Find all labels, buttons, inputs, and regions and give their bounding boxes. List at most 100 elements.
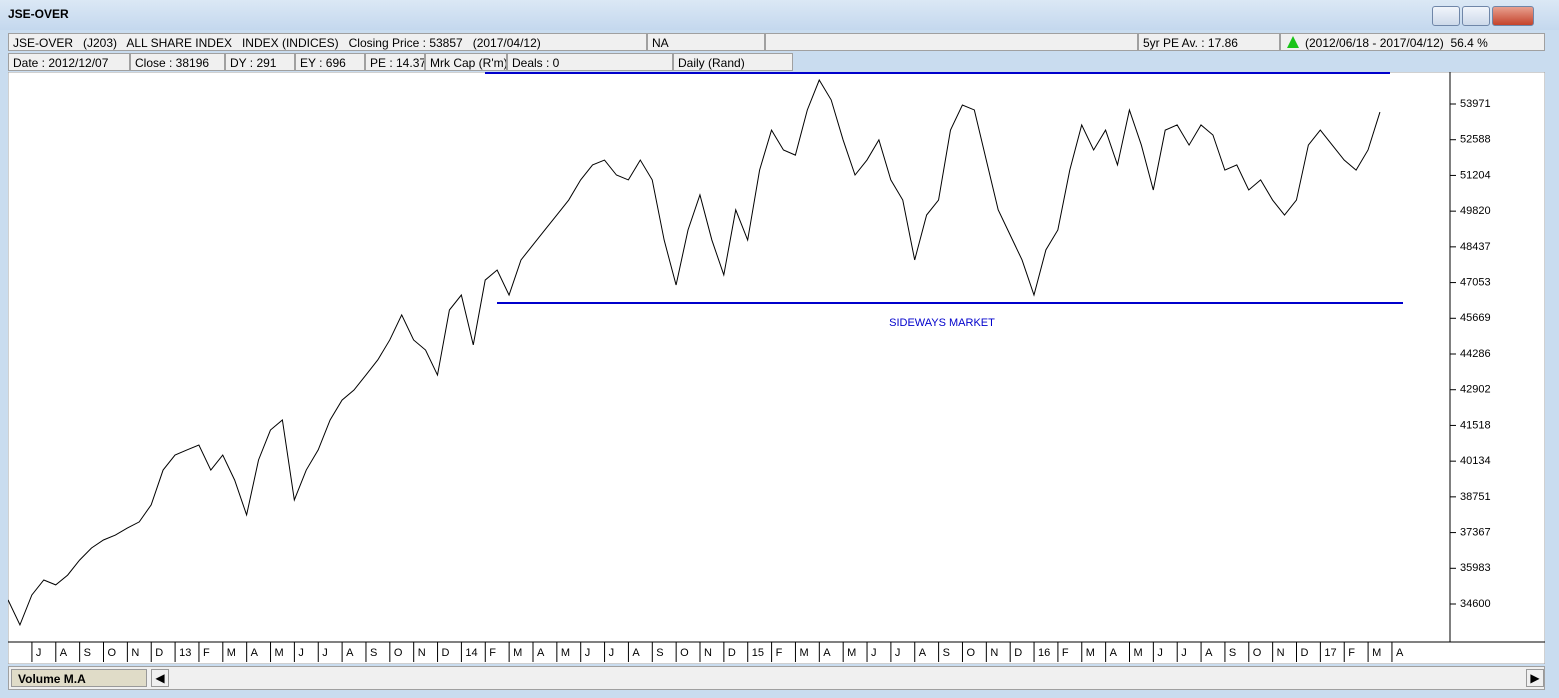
x-tick-label: M bbox=[1086, 647, 1095, 659]
info-cell: Daily (Rand) bbox=[673, 53, 793, 71]
y-tick-label: 42902 bbox=[1460, 384, 1491, 396]
x-tick-label: J bbox=[871, 647, 877, 659]
x-tick-label: J bbox=[585, 647, 591, 659]
x-tick-label: S bbox=[656, 647, 663, 659]
x-tick-label: M bbox=[275, 647, 284, 659]
x-tick-label: D bbox=[442, 647, 450, 659]
y-tick-label: 37367 bbox=[1460, 526, 1491, 538]
maximize-button[interactable] bbox=[1462, 6, 1490, 26]
y-tick-label: 53971 bbox=[1460, 98, 1491, 110]
y-tick-label: 34600 bbox=[1460, 598, 1491, 610]
chart-background bbox=[8, 72, 1545, 664]
y-tick-label: 47053 bbox=[1460, 276, 1491, 288]
chart: 34600 35983 37367 38751 40134 41518 42902 44286… bbox=[8, 72, 1545, 664]
x-tick-label: 16 bbox=[1038, 647, 1050, 659]
x-tick-label: A bbox=[1205, 647, 1213, 659]
x-tick-label: M bbox=[1133, 647, 1142, 659]
x-tick-label: M bbox=[513, 647, 522, 659]
up-arrow-icon bbox=[1287, 36, 1299, 48]
scroll-right[interactable]: ▶ bbox=[1526, 669, 1544, 687]
x-tick-label: O bbox=[966, 647, 975, 659]
x-tick-label: D bbox=[1301, 647, 1309, 659]
x-tick-label: S bbox=[84, 647, 91, 659]
x-tick-label: D bbox=[728, 647, 736, 659]
info-cell: (2012/06/18 - 2017/04/12) 56.4 % bbox=[1280, 33, 1545, 51]
y-tick-label: 41518 bbox=[1460, 419, 1491, 431]
x-tick-label: A bbox=[537, 647, 545, 659]
x-tick-label: M bbox=[227, 647, 236, 659]
x-tick-label: N bbox=[1277, 647, 1285, 659]
minimize-button[interactable] bbox=[1432, 6, 1460, 26]
y-tick-label: 45669 bbox=[1460, 312, 1491, 324]
info-cell: NA bbox=[647, 33, 765, 51]
volume-tab[interactable]: Volume M.A bbox=[11, 669, 147, 687]
info-cell: EY : 696 bbox=[295, 53, 365, 71]
x-tick-label: A bbox=[1110, 647, 1118, 659]
info-cell: Close : 38196 bbox=[130, 53, 225, 71]
empty-cell bbox=[765, 33, 1138, 51]
y-tick-label: 52588 bbox=[1460, 134, 1491, 146]
x-tick-label: 17 bbox=[1324, 647, 1336, 659]
y-tick-label: 40134 bbox=[1460, 455, 1491, 467]
x-tick-label: N bbox=[418, 647, 426, 659]
x-tick-label: M bbox=[1372, 647, 1381, 659]
x-tick-label: F bbox=[1062, 647, 1069, 659]
info-cell: Date : 2012/12/07 bbox=[8, 53, 130, 71]
title-bar: JSE-OVER bbox=[0, 0, 1559, 30]
x-tick-label: A bbox=[632, 647, 640, 659]
x-tick-label: S bbox=[370, 647, 377, 659]
x-tick-label: D bbox=[155, 647, 163, 659]
x-tick-label: S bbox=[943, 647, 950, 659]
x-tick-label: F bbox=[1348, 647, 1355, 659]
x-tick-label: O bbox=[394, 647, 403, 659]
x-tick-label: A bbox=[251, 647, 259, 659]
x-tick-label: J bbox=[895, 647, 901, 659]
y-tick-label: 49820 bbox=[1460, 205, 1491, 217]
x-tick-label: A bbox=[1396, 647, 1404, 659]
x-tick-label: A bbox=[346, 647, 354, 659]
x-tick-label: A bbox=[919, 647, 927, 659]
info-cell: Deals : 0 bbox=[507, 53, 673, 71]
x-tick-label: M bbox=[847, 647, 856, 659]
scroll-left[interactable]: ◀ bbox=[151, 669, 169, 687]
x-tick-label: J bbox=[322, 647, 328, 659]
x-tick-label: J bbox=[298, 647, 304, 659]
x-tick-label: 13 bbox=[179, 647, 191, 659]
x-tick-label: M bbox=[561, 647, 570, 659]
x-tick-label: J bbox=[1157, 647, 1163, 659]
x-tick-label: S bbox=[1229, 647, 1236, 659]
x-tick-label: N bbox=[990, 647, 998, 659]
x-tick-label: J bbox=[1181, 647, 1187, 659]
y-tick-label: 38751 bbox=[1460, 491, 1491, 503]
y-tick-label: 48437 bbox=[1460, 241, 1491, 253]
price-line bbox=[8, 78, 1381, 627]
y-tick-label: 35983 bbox=[1460, 562, 1491, 574]
info-cell: 5yr PE Av. : 17.86 bbox=[1138, 33, 1280, 51]
y-tick-label: 44286 bbox=[1460, 348, 1491, 360]
x-tick-label: O bbox=[108, 647, 117, 659]
info-cell: Mrk Cap (R'm) : 7369012 bbox=[425, 53, 507, 71]
info-cell: DY : 291 bbox=[225, 53, 295, 71]
info-cell: JSE-OVER (J203) ALL SHARE INDEX INDEX (I… bbox=[8, 33, 647, 51]
x-tick-label: 15 bbox=[752, 647, 764, 659]
x-tick-label: O bbox=[1253, 647, 1262, 659]
x-tick-label: N bbox=[704, 647, 712, 659]
x-tick-label: 14 bbox=[465, 647, 477, 659]
x-tick-label: F bbox=[489, 647, 496, 659]
window-title: JSE-OVER bbox=[8, 7, 69, 21]
x-tick-label: J bbox=[36, 647, 42, 659]
info-cell: PE : 14.37 bbox=[365, 53, 425, 71]
bottom-bar: Volume M.A ◀ ▶ bbox=[8, 666, 1545, 690]
y-tick-label: 51204 bbox=[1460, 169, 1491, 181]
x-tick-label: A bbox=[60, 647, 68, 659]
x-tick-label: A bbox=[823, 647, 831, 659]
x-tick-label: M bbox=[799, 647, 808, 659]
x-tick-label: D bbox=[1014, 647, 1022, 659]
x-tick-label: N bbox=[131, 647, 139, 659]
x-tick-label: J bbox=[609, 647, 615, 659]
x-tick-label: F bbox=[776, 647, 783, 659]
x-tick-label: O bbox=[680, 647, 689, 659]
close-button[interactable] bbox=[1492, 6, 1534, 26]
annotation: SIDEWAYS MARKET bbox=[889, 317, 995, 329]
